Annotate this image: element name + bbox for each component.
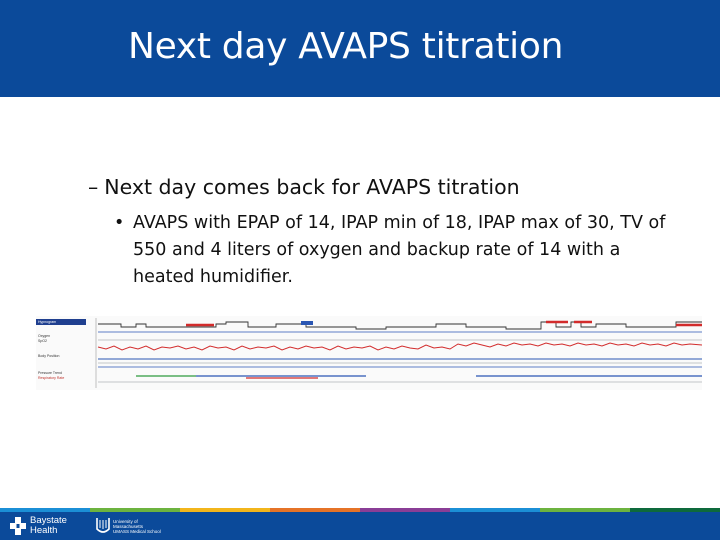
strip-segment bbox=[450, 508, 540, 512]
body-position-label: Body Position bbox=[38, 354, 60, 358]
bullet-level-1: – Next day comes back for AVAPS titration bbox=[88, 175, 520, 199]
spo2-label: SpO2 bbox=[38, 339, 47, 343]
umass-logo: University of Massachusetts UMASS Medica… bbox=[96, 514, 161, 538]
dash-marker: – bbox=[88, 175, 99, 199]
respiratory-rate-label: Respiratory Rate bbox=[38, 376, 65, 380]
logo-a-line-1: Baystate bbox=[30, 515, 67, 526]
bullet-level-1-text: Next day comes back for AVAPS titration bbox=[104, 175, 520, 199]
footer-bar bbox=[0, 508, 720, 540]
strip-segment bbox=[90, 508, 180, 512]
strip-segment bbox=[630, 508, 720, 512]
strip-segment bbox=[180, 508, 270, 512]
hypnogram-label: Hypnogram bbox=[36, 319, 86, 325]
pressure-trend-label: Pressure Trend bbox=[38, 371, 62, 375]
strip-segment bbox=[540, 508, 630, 512]
logo-b-line-3: UMASS Medical School bbox=[113, 528, 161, 534]
marker-block bbox=[301, 321, 313, 325]
sleep-study-trace-image: Hypnogram Oxygen SpO2 Body Position Pres… bbox=[36, 316, 702, 390]
slide-title: Next day AVAPS titration bbox=[128, 26, 564, 67]
hypnogram-trace bbox=[98, 321, 702, 330]
oxygen-label: Oxygen bbox=[38, 334, 51, 338]
title-bar: Next day AVAPS titration bbox=[0, 0, 720, 97]
strip-segment bbox=[360, 508, 450, 512]
baystate-logo-icon bbox=[10, 517, 26, 535]
trace-labels: Hypnogram Oxygen SpO2 Body Position Pres… bbox=[36, 316, 92, 390]
logo-b-line-2: Massachusetts bbox=[113, 523, 144, 529]
trace-graph bbox=[95, 318, 702, 388]
strip-segment bbox=[0, 508, 90, 512]
umass-logo-icon bbox=[96, 518, 110, 533]
bullet-level-2: • AVAPS with EPAP of 14, IPAP min of 18,… bbox=[114, 210, 674, 291]
spo2-trace bbox=[97, 342, 702, 351]
bullet-level-2-text: AVAPS with EPAP of 14, IPAP min of 18, I… bbox=[133, 213, 666, 287]
bullet-dot-marker: • bbox=[114, 213, 125, 233]
logo-a-line-2: Health bbox=[30, 525, 58, 536]
strip-segment bbox=[270, 508, 360, 512]
footer-color-strip bbox=[0, 508, 720, 512]
baystate-health-logo: Baystate Health bbox=[10, 514, 67, 538]
logo-b-line-1: University of bbox=[113, 518, 138, 524]
